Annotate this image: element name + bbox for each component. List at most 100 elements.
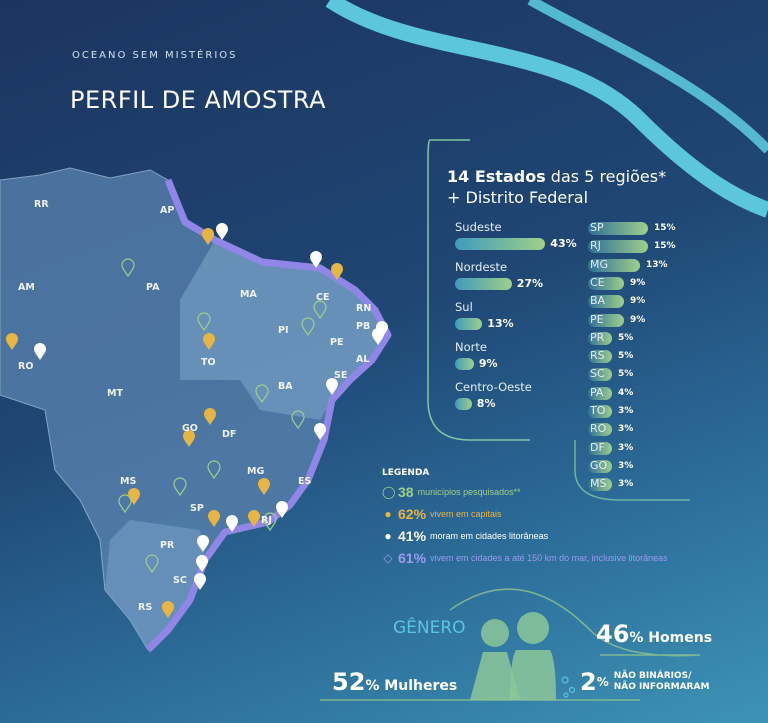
state-value: 9% <box>630 277 646 288</box>
state-label: RJ <box>590 239 601 253</box>
state-bar <box>588 405 612 418</box>
men-value: 46 <box>596 620 630 648</box>
white-pin-icon <box>310 251 322 268</box>
region-label: Sudeste <box>455 220 502 234</box>
swoosh-decoration <box>325 0 768 218</box>
page-title: PERFIL DE AMOSTRA <box>70 86 326 114</box>
legend-text: municípios pesquisados** <box>417 487 521 497</box>
state-value: 15% <box>654 223 676 233</box>
state-label: MS <box>590 477 607 491</box>
outline-pin-icon <box>197 312 211 332</box>
gold-pin-icon <box>203 333 215 350</box>
south-region-shape <box>105 520 205 650</box>
legend-value: 41% <box>398 528 427 544</box>
state-value: 3% <box>618 406 634 416</box>
state-label: BA <box>590 294 606 308</box>
legend-text: vivem em cidades a até 150 km do mar, in… <box>430 553 668 563</box>
state-map-label-al: AL <box>356 354 370 365</box>
gold-pin-icon <box>258 478 270 495</box>
legend-item: ◇ 61% vivem em cidades a até 150 km do mar… <box>382 550 668 566</box>
white-pin-icon <box>314 423 326 440</box>
state-value: 5% <box>618 332 634 343</box>
legend-value: 61% <box>398 550 427 566</box>
state-bar <box>588 350 612 364</box>
region-value: 8% <box>476 397 496 410</box>
state-bar <box>588 240 648 254</box>
state-bar <box>588 331 612 345</box>
region-label: Sul <box>455 300 473 314</box>
gold-pin-icon <box>202 228 214 245</box>
state-label: SC <box>590 367 605 381</box>
panel-title: 14 Estados das 5 regiões* + Distrito Fede… <box>447 166 666 208</box>
other-stat: 2% NÃO BINÁRIOS/NÃO INFORMARAM <box>580 668 709 696</box>
women-label: % Mulheres <box>365 678 458 694</box>
white-pin-icon <box>34 343 46 360</box>
region-bar <box>455 358 474 370</box>
state-value: 15% <box>654 241 676 252</box>
men-stat: 46% Homens <box>596 620 712 648</box>
kicker-text: OCEANO SEM MISTÉRIOS <box>72 50 238 61</box>
state-map-label-pa: PA <box>146 282 160 293</box>
outline-pin-icon <box>207 460 221 480</box>
state-label: RS <box>590 349 605 363</box>
state-map-label-ms: MS <box>120 476 137 487</box>
women-stat: 52% Mulheres <box>332 668 457 696</box>
state-bar <box>588 295 624 309</box>
state-value: 3% <box>618 424 634 435</box>
outline-pin-icon <box>145 554 159 574</box>
other-pct: % <box>596 675 609 689</box>
state-bar <box>588 258 640 272</box>
white-pin-icon: ● <box>384 529 392 543</box>
gold-pin-icon <box>331 263 343 280</box>
state-label: PA <box>590 385 604 399</box>
coastline-highlight <box>145 178 392 653</box>
state-bar <box>588 386 612 400</box>
bubbles-icon <box>561 676 576 698</box>
region-bar <box>455 318 483 330</box>
state-value: 3% <box>618 460 634 471</box>
state-label: TO <box>590 404 606 417</box>
white-pin-icon <box>326 378 338 395</box>
gold-pin-icon <box>204 408 216 425</box>
state-map-label-mg: MG <box>247 466 265 477</box>
state-map-label-pe: PE <box>330 337 344 348</box>
panel-frame <box>427 139 530 441</box>
panel-title-rest: das 5 regiões* <box>545 167 667 186</box>
state-map-label-ap: AP <box>160 205 175 216</box>
white-pin-icon <box>197 535 209 552</box>
region-label: Nordeste <box>455 260 508 274</box>
state-bar <box>588 368 612 382</box>
state-map-label-rj: RJ <box>261 515 272 526</box>
state-map-label-pi: PI <box>278 325 289 336</box>
state-label: MG <box>590 257 609 271</box>
state-value: 9% <box>630 296 646 307</box>
legend-value: 38 <box>398 484 414 500</box>
gold-pin-icon <box>6 333 18 350</box>
white-pin-icon <box>372 328 384 345</box>
state-map-label-ce: CE <box>316 292 330 303</box>
white-pin-icon <box>226 515 238 532</box>
white-pin-icon <box>196 555 208 572</box>
state-label: RO <box>590 422 607 436</box>
outline-pin-icon <box>121 258 135 278</box>
state-bar <box>588 313 624 327</box>
gold-pin-icon <box>162 601 174 618</box>
region-value: 9% <box>478 357 498 370</box>
state-value: 3% <box>618 442 634 453</box>
state-map-label-se: SE <box>334 370 348 381</box>
legend-item: ● 41% moram em cidades litorâneas <box>382 528 548 544</box>
state-label: GO <box>590 458 608 472</box>
outline-pin-icon <box>291 410 305 430</box>
state-map-label-sp: SP <box>190 503 204 514</box>
region-bar <box>455 278 512 290</box>
region-label: Norte <box>455 340 487 354</box>
legend-value: 62% <box>398 506 427 522</box>
outline-pin-icon: ◯ <box>382 485 396 499</box>
state-map-label-rr: RR <box>34 199 49 210</box>
outline-pin-icon <box>313 300 327 320</box>
state-bar <box>588 459 612 473</box>
state-bar <box>588 478 612 492</box>
northeast-region-shape <box>180 240 388 420</box>
legend-text: moram em cidades litorâneas <box>430 531 549 541</box>
